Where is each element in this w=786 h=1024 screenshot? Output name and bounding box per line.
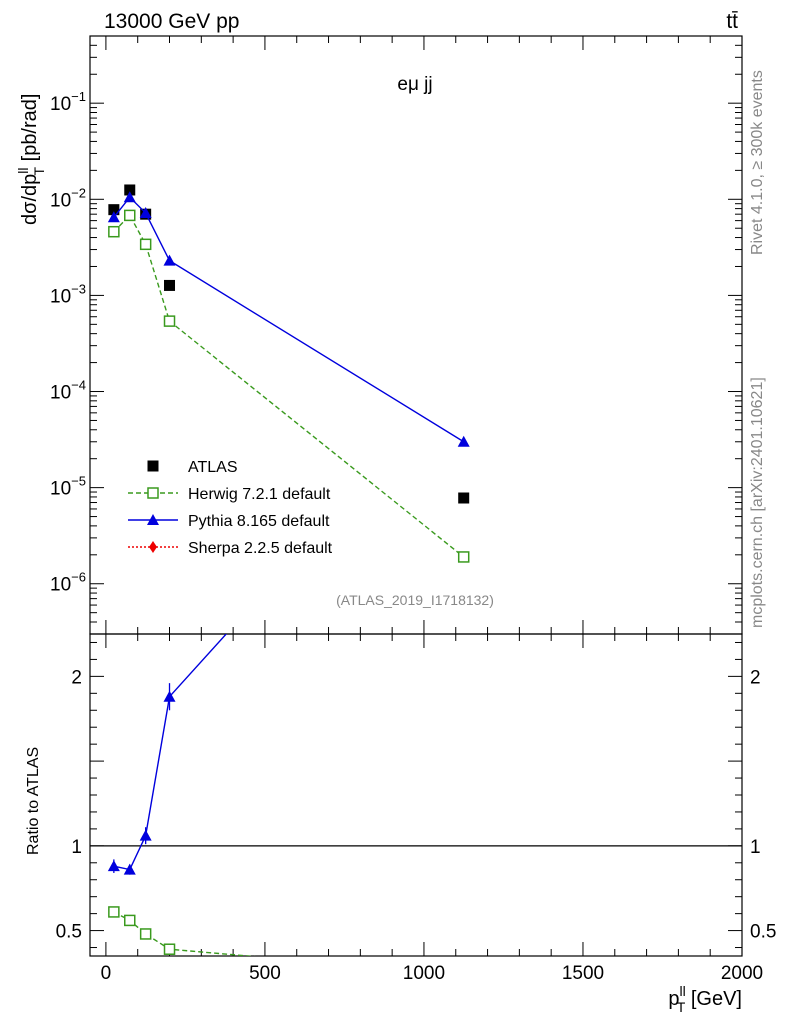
ratio-y-tick-label: 2 (71, 667, 82, 688)
herwig-point (139, 238, 152, 251)
plot-title: eμ jj (397, 74, 432, 95)
x-tick-label: 1000 (403, 963, 445, 984)
pythia-point (457, 435, 470, 447)
herwig-point (124, 209, 136, 222)
pythia-point (107, 211, 120, 223)
herwig-line (113, 214, 465, 558)
herwig-ratio-point (124, 914, 136, 927)
y-tick-exponent: −6 (71, 570, 86, 585)
x-tick-label: 500 (249, 963, 281, 984)
main-y-label-text: dσ/dp (19, 174, 41, 225)
main-y-axis-label: dσ/dpllT [pb/rad] (15, 94, 47, 225)
y-tick-exponent: −1 (71, 89, 86, 104)
legend-atlas-marker (147, 460, 159, 472)
pythia-ratio-point (458, 365, 470, 376)
ratio-y-tick-label: 0.5 (750, 922, 776, 943)
y-tick-label: 10−1 (50, 89, 86, 115)
legend-sherpa-label: Sherpa 2.2.5 default (188, 540, 333, 557)
y-tick-label: 10−5 (50, 474, 86, 500)
x-label-unit: [GeV] (685, 988, 742, 1010)
legend-sherpa-marker (149, 541, 157, 553)
process-label: tt̄ (726, 10, 738, 33)
ratio-y-tick-label: 0.5 (56, 922, 82, 943)
pythia-ratio-point (163, 690, 176, 702)
main-y-label-unit: [pb/rad] (19, 94, 41, 167)
herwig-ratio-point (163, 943, 176, 955)
y-tick-base: 10 (50, 94, 71, 115)
x-label-sub: T (677, 999, 686, 1015)
y-tick-exponent: −5 (71, 474, 86, 489)
legend-herwig-label: Herwig 7.2.1 default (188, 486, 331, 503)
legend-pythia-marker (147, 514, 159, 525)
analysis-id: (ATLAS_2019_I1718132) (336, 592, 494, 608)
ratio-series-group (107, 365, 470, 980)
x-axis-label: pll T [GeV] (668, 983, 742, 1015)
ratio-axis-ticks: 0 500 1000 1500 2000 2 2 1 1 0.5 0.5 (56, 634, 776, 984)
atlas-point (108, 204, 120, 216)
y-tick-base: 10 (50, 383, 71, 404)
main-y-label-sub: T (31, 166, 47, 175)
main-axis-ticks: 10−110−210−310−410−510−6 (50, 35, 743, 635)
ratio-y-tick-label: 2 (750, 667, 761, 688)
x-label-sup: ll (680, 983, 686, 999)
herwig-ratio-point (108, 906, 120, 918)
herwig-ratio-point (139, 928, 152, 940)
energy-label: 13000 GeV pp (104, 10, 239, 33)
ratio-y-tick-label: 1 (750, 837, 761, 858)
x-tick-label: 2000 (721, 963, 763, 984)
y-tick-base: 10 (50, 479, 71, 500)
y-tick-base: 10 (50, 286, 71, 307)
pythia-ratio-point (139, 829, 152, 841)
atlas-point (124, 184, 136, 196)
legend: ATLAS Herwig 7.2.1 default Pythia 8.165 de… (128, 459, 333, 557)
legend-pythia-label: Pythia 8.165 default (188, 513, 330, 530)
herwig-ratio-point (459, 970, 469, 980)
y-tick-exponent: −3 (71, 281, 86, 296)
y-tick-label: 10−3 (50, 281, 86, 307)
main-y-label-sup: ll (15, 167, 31, 173)
x-tick-label: 1500 (562, 963, 604, 984)
pythia-ratio-point (123, 863, 136, 875)
y-tick-exponent: −2 (71, 185, 86, 200)
y-tick-label: 10−4 (50, 378, 86, 404)
pythia-point (163, 254, 176, 266)
main-series-group (107, 184, 470, 563)
rivet-version-label: Rivet 4.1.0, ≥ 300k events (749, 70, 766, 255)
x-tick-label: 0 (101, 963, 112, 984)
atlas-point (164, 279, 176, 291)
y-tick-label: 10−6 (50, 570, 86, 596)
herwig-point (108, 225, 120, 238)
ratio-y-tick-label: 1 (71, 837, 82, 858)
herwig-point (457, 551, 470, 563)
ratio-panel-frame (89, 633, 743, 957)
pythia-ratio-point (107, 860, 120, 872)
pythia-point (123, 191, 136, 203)
legend-atlas-label: ATLAS (188, 459, 238, 476)
legend-herwig-marker (147, 487, 159, 499)
y-tick-base: 10 (50, 575, 71, 596)
x-label-text: p (668, 988, 679, 1010)
herwig-point (163, 315, 176, 327)
pythia-ratio-line (113, 634, 228, 871)
y-tick-label: 10−2 (50, 185, 86, 211)
y-tick-exponent: −4 (71, 378, 86, 393)
atlas-point (458, 492, 470, 504)
pythia-point (139, 207, 152, 219)
mcplots-label: mcplots.cern.ch [arXiv:2401.10621] (749, 377, 766, 628)
y-tick-base: 10 (50, 190, 71, 211)
ratio-y-axis-label: Ratio to ATLAS (25, 747, 42, 855)
